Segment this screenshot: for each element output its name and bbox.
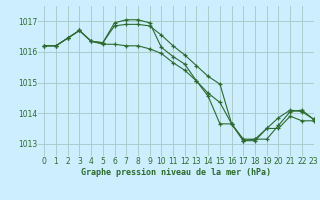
X-axis label: Graphe pression niveau de la mer (hPa): Graphe pression niveau de la mer (hPa) [81, 168, 271, 177]
